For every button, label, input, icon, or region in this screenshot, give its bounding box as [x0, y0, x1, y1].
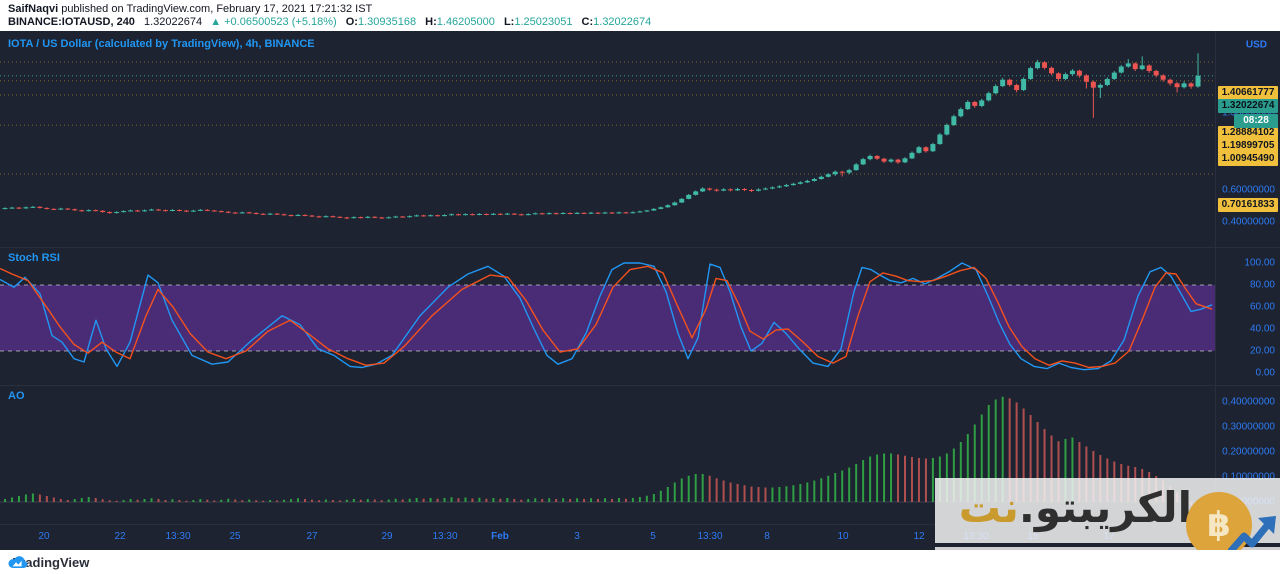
time-axis-label: 12: [913, 531, 925, 542]
time-axis-label: 8: [764, 531, 770, 542]
symbol-interval: BINANCE:IOTAUSD, 240: [8, 16, 135, 28]
publication-line: SaifNaqvi published on TradingView.com, …: [8, 3, 372, 15]
stoch-rsi-label: Stoch RSI: [8, 252, 60, 264]
pane-separator[interactable]: [0, 385, 1280, 386]
stoch-tick-label: 80.00: [1249, 279, 1275, 291]
time-axis-label: 13:30: [165, 531, 191, 542]
stoch-tick-label: 20.00: [1249, 345, 1275, 357]
footer: TradingView: [0, 550, 1280, 574]
low-label: L:: [503, 16, 515, 28]
time-axis-label: 25: [229, 531, 241, 542]
stoch-tick-label: 100.00: [1244, 257, 1275, 269]
price-line-chip: 1.40661777: [1218, 86, 1278, 100]
high-value: 1.46205000: [436, 16, 495, 28]
price-tick-label: 0.40000000: [1222, 216, 1275, 228]
chart-canvas[interactable]: IOTA / US Dollar (calculated by TradingV…: [0, 31, 1280, 550]
price-tick-label: 1.30000000: [1222, 107, 1275, 119]
high-label: H:: [425, 16, 437, 28]
bitcoin-symbol: ฿: [1207, 505, 1231, 545]
last-price: 1.32022674: [144, 16, 203, 28]
watermark-brand[interactable]: الكريبتو.نت: [959, 475, 1192, 541]
ao-tick-label: 0.10000000: [1222, 471, 1275, 483]
tradingview-logo-text: TradingView: [13, 554, 90, 570]
ao-tick-label: 0.30000000: [1222, 421, 1275, 433]
bar-countdown-chip: 08:28: [1234, 114, 1278, 128]
price-axis[interactable]: USD 0.800000000.600000000.400000001.3000…: [1215, 31, 1280, 550]
watermark-brand-tld: نت: [958, 483, 1019, 532]
close-label: C:: [581, 16, 594, 28]
ao-tick-label: 0.20000000: [1222, 446, 1275, 458]
stoch-rsi-pane[interactable]: [0, 247, 1215, 385]
ao-label: AO: [8, 390, 25, 402]
time-axis-label: 5: [650, 531, 656, 542]
open-value: 1.30935168: [357, 16, 417, 28]
chart-arrow-icon: [1228, 516, 1276, 556]
publication-header: SaifNaqvi published on TradingView.com, …: [0, 0, 1280, 31]
watermark-brand-name: الكريبتو.: [1018, 483, 1192, 532]
time-axis-label: 13:30: [432, 531, 458, 542]
price-line-chip: 0.70161833: [1218, 198, 1278, 212]
publication-text: published on TradingView.com, February 1…: [58, 3, 373, 15]
close-value: 1.32022674: [593, 16, 652, 28]
open-label: O:: [345, 16, 358, 28]
author-name: SaifNaqvi: [8, 3, 59, 15]
coin-icon: ฿: [1186, 492, 1252, 558]
currency-label: USD: [1245, 39, 1267, 51]
time-axis-label: 29: [381, 531, 393, 542]
price-pane[interactable]: [0, 31, 1215, 247]
low-value: 1.25023051: [514, 16, 573, 28]
tradingview-logo-icon: [8, 556, 28, 569]
current-price-chip: 1.32022674: [1218, 99, 1278, 113]
time-axis-label: 20: [38, 531, 50, 542]
pane-separator[interactable]: [0, 247, 1280, 248]
chart-title: IOTA / US Dollar (calculated by TradingV…: [8, 38, 315, 50]
price-tick-label: 0.60000000: [1222, 184, 1275, 196]
time-axis-label: 22: [114, 531, 126, 542]
stoch-tick-label: 40.00: [1249, 323, 1275, 335]
stoch-tick-label: 0.00: [1255, 367, 1275, 379]
time-axis-label: Feb: [491, 531, 509, 542]
pane-separator[interactable]: [0, 524, 1280, 525]
time-axis-label: 10: [837, 531, 849, 542]
tradingview-link[interactable]: TradingView: [8, 553, 89, 571]
price-line-chip: 1.00945490: [1218, 152, 1278, 166]
symbol-ohlc-line: BINANCE:IOTAUSD, 240 1.32022674 ▲ +0.065…: [8, 16, 651, 28]
ao-tick-label: 0.40000000: [1222, 396, 1275, 408]
time-axis-label: 13:30: [697, 531, 723, 542]
price-line-chip: 1.28884102: [1218, 126, 1278, 140]
time-axis-label: 27: [306, 531, 318, 542]
stoch-tick-label: 60.00: [1249, 301, 1275, 313]
price-change: ▲ +0.06500523 (+5.18%): [210, 16, 337, 28]
price-line-chip: 1.19899705: [1218, 139, 1278, 153]
time-axis-label: 3: [574, 531, 580, 542]
plot-area[interactable]: IOTA / US Dollar (calculated by TradingV…: [0, 31, 1215, 550]
